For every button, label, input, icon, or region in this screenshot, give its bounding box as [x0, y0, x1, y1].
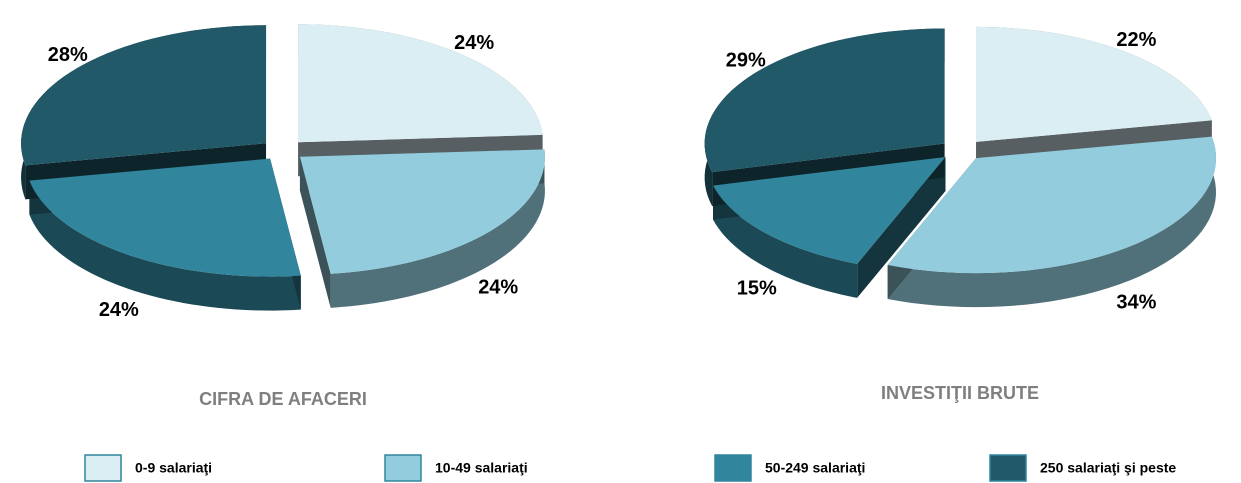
slice	[29, 158, 301, 277]
slice-side	[330, 149, 545, 308]
legend-label: 50-249 salariaţi	[765, 460, 865, 476]
slice	[976, 26, 1212, 142]
data-label: 34%	[1116, 292, 1156, 314]
legend-swatch	[714, 454, 752, 482]
slice	[704, 28, 945, 173]
legend-swatch	[384, 454, 422, 482]
chart-title: CIFRA DE AFACERI	[199, 389, 367, 409]
legend-label: 0-9 salariaţi	[135, 460, 212, 476]
pie	[704, 26, 1216, 308]
slice	[298, 24, 543, 143]
slice-side	[713, 185, 858, 298]
data-label: 24%	[478, 277, 518, 299]
slice-side	[29, 180, 301, 311]
legend-swatch	[84, 454, 122, 482]
legend-swatch	[989, 454, 1027, 482]
data-label: 29%	[726, 49, 766, 71]
slice	[21, 25, 267, 166]
pie	[21, 24, 545, 311]
chart-title: INVESTIŢII BRUTE	[881, 383, 1039, 403]
data-label: 22%	[1116, 29, 1156, 51]
data-label: 24%	[454, 32, 494, 54]
data-label: 24%	[99, 299, 139, 321]
data-label: 15%	[737, 277, 777, 299]
legend-label: 10-49 salariaţi	[435, 460, 528, 476]
legend-label: 250 salariaţi şi peste	[1040, 460, 1176, 476]
slice-edge	[299, 156, 331, 308]
slice	[299, 149, 545, 274]
slice	[713, 156, 946, 264]
slice	[887, 136, 1216, 274]
data-label: 28%	[48, 44, 88, 66]
slice-side	[887, 136, 1216, 308]
